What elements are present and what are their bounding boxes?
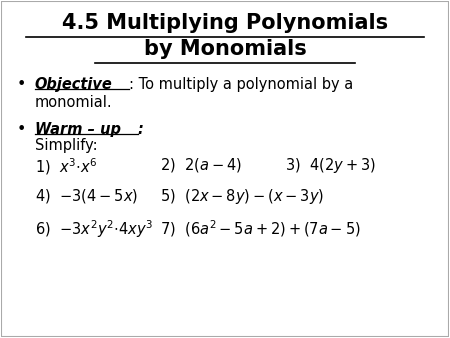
Text: •: • xyxy=(17,122,27,137)
Text: 4.5 Multiplying Polynomials: 4.5 Multiplying Polynomials xyxy=(62,13,388,33)
Text: monomial.: monomial. xyxy=(35,95,112,110)
Text: Warm – up: Warm – up xyxy=(35,122,121,137)
Text: 4)  $-3(4 - 5x)$: 4) $-3(4 - 5x)$ xyxy=(35,188,138,206)
Text: : To multiply a polynomial by a: : To multiply a polynomial by a xyxy=(129,77,353,92)
Text: 6)  $-3x^2y^2{\cdot}4xy^3$: 6) $-3x^2y^2{\cdot}4xy^3$ xyxy=(35,219,153,240)
Text: 7)  $(6a^2 - 5a + 2) + (7a - 5)$: 7) $(6a^2 - 5a + 2) + (7a - 5)$ xyxy=(160,219,361,239)
Text: 1)  $x^3{\cdot}x^6$: 1) $x^3{\cdot}x^6$ xyxy=(35,156,98,177)
Text: Simplify:: Simplify: xyxy=(35,138,98,153)
Text: 3)  $4(2y + 3)$: 3) $4(2y + 3)$ xyxy=(285,156,376,175)
Text: 2)  $2(a - 4)$: 2) $2(a - 4)$ xyxy=(160,156,242,174)
Text: Objective: Objective xyxy=(35,77,112,92)
Text: :: : xyxy=(138,122,144,137)
Text: •: • xyxy=(17,77,27,92)
Text: 5)  $(2x - 8y) - (x - 3y)$: 5) $(2x - 8y) - (x - 3y)$ xyxy=(160,188,324,207)
Text: by Monomials: by Monomials xyxy=(144,39,306,59)
